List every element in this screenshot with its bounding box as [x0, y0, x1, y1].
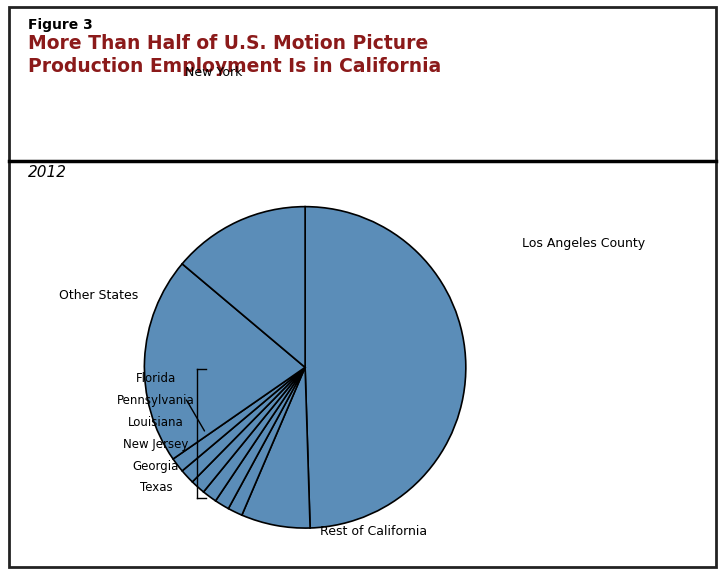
Text: Figure 3: Figure 3 — [28, 18, 92, 32]
Text: Georgia: Georgia — [133, 460, 179, 472]
Text: Los Angeles County: Los Angeles County — [522, 238, 645, 250]
Text: More Than Half of U.S. Motion Picture
Production Employment Is in California: More Than Half of U.S. Motion Picture Pr… — [28, 34, 441, 76]
Wedge shape — [242, 367, 310, 528]
Text: Other States: Other States — [59, 289, 138, 302]
Wedge shape — [305, 207, 466, 528]
Text: Rest of California: Rest of California — [320, 525, 427, 538]
Text: New Jersey: New Jersey — [123, 438, 188, 451]
Text: New York: New York — [185, 66, 243, 79]
Wedge shape — [173, 367, 305, 471]
Wedge shape — [144, 264, 305, 459]
Wedge shape — [204, 367, 305, 501]
Wedge shape — [215, 367, 305, 509]
Text: Louisiana: Louisiana — [128, 416, 183, 429]
Wedge shape — [182, 207, 305, 367]
Wedge shape — [192, 367, 305, 492]
Text: 2012: 2012 — [28, 165, 67, 180]
Text: Texas: Texas — [139, 482, 173, 494]
Wedge shape — [228, 367, 305, 515]
Text: Pennsylvania: Pennsylvania — [117, 394, 195, 407]
Wedge shape — [182, 367, 305, 482]
Text: Florida: Florida — [136, 373, 176, 385]
